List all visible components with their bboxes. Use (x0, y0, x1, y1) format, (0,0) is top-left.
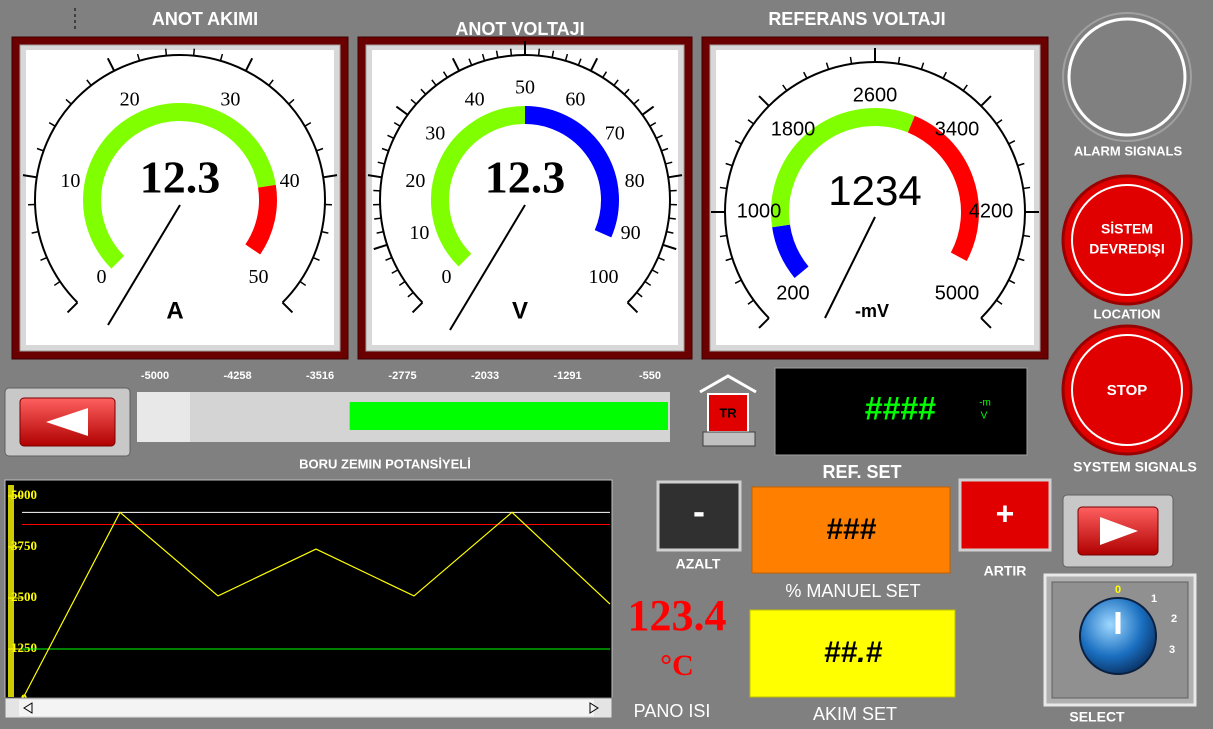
gauge-reading: 12.3 (140, 152, 221, 203)
next-button[interactable] (1063, 495, 1173, 567)
button-label: STOP (1107, 382, 1148, 399)
select-label: SELECT (1069, 709, 1125, 725)
gauge-minor-tick (166, 49, 167, 56)
gauge-unit: -mV (855, 301, 889, 321)
bar-tick-label: -4258 (223, 370, 251, 382)
gauge-tick-label: 10 (60, 170, 80, 192)
trend-tick-label: 2500 (11, 589, 37, 604)
gauge-tick-label: 1800 (771, 118, 816, 140)
hmi-screen: ANOT AKIMI0102030405012.3AANOT VOLTAJI01… (0, 0, 1213, 729)
gauge-title: ANOT AKIMI (152, 9, 258, 29)
gauge-tick-label: 40 (465, 89, 485, 111)
gauge-tick-label: 5000 (935, 282, 980, 304)
trend-chart (5, 480, 612, 718)
tr-label: TR (719, 405, 737, 420)
manuel-label: % MANUEL SET (785, 581, 920, 601)
bar-tick-label: -3516 (306, 370, 334, 382)
bar-tick-label: -2775 (388, 370, 416, 382)
gauge-unit: V (512, 297, 528, 324)
gauge-tick-label: 0 (97, 266, 107, 288)
gauge-title: REFERANS VOLTAJI (768, 9, 945, 29)
gauge-minor-tick (194, 49, 195, 56)
select-knob[interactable] (1080, 598, 1156, 674)
gauge-tick-label: 1000 (737, 200, 782, 222)
gauge-tick-label: 10 (409, 222, 429, 244)
temperature-value: 123.4 (628, 591, 727, 640)
gauge-tick-label: 80 (625, 170, 645, 192)
gauge-tick-label: 30 (220, 89, 240, 111)
knob-label: 0 (1115, 584, 1121, 596)
bar-tick-label: -5000 (141, 370, 169, 382)
trend-tick-label: 3750 (11, 538, 37, 553)
back-button[interactable] (5, 388, 130, 456)
knob-label: 2 (1171, 613, 1177, 625)
system-signals-label: SYSTEM SIGNALS (1073, 459, 1197, 475)
location-label: LOCATION (1094, 306, 1161, 321)
temperature-unit: °C (660, 649, 694, 682)
gauge-tick-label: 60 (565, 89, 585, 111)
knob-label: 1 (1151, 593, 1157, 605)
bar-tick-label: -1291 (554, 370, 582, 382)
button-label: DEVREDIŞI (1089, 241, 1164, 257)
gauge-tick-label: 200 (776, 282, 809, 304)
artir-label: ARTIR (984, 563, 1027, 579)
bar-tick-label: -2033 (471, 370, 499, 382)
gauge-minor-tick (669, 218, 676, 219)
bar-fill (350, 402, 668, 430)
gauge-tick-label: 100 (588, 266, 618, 288)
akim-label: AKIM SET (813, 704, 897, 724)
gauge-tick-label: 70 (605, 122, 625, 144)
minus-label: - (693, 491, 705, 532)
alarm-indicator (1063, 13, 1191, 141)
plus-label: + (996, 495, 1015, 531)
trend-tick-label: 1250 (11, 640, 37, 655)
gauge-tick-label: 50 (248, 266, 268, 288)
gauge-tick-label: 50 (515, 77, 535, 99)
gauge-tick-label: 40 (280, 170, 300, 192)
trend-tick-label: 5000 (11, 487, 37, 502)
ref-unit: V (981, 411, 988, 422)
gauge-tick-label: 90 (621, 222, 641, 244)
gauge-minor-tick (374, 218, 381, 219)
manuel-value: ### (826, 513, 876, 546)
gauge-tick-label: 20 (120, 89, 140, 111)
knob-label: 3 (1169, 644, 1175, 656)
azalt-label: AZALT (676, 556, 721, 572)
ref-set-label: REF. SET (822, 462, 901, 482)
gauge-tick-label: 2600 (853, 84, 898, 106)
alarm-label: ALARM SIGNALS (1074, 143, 1183, 158)
akim-value: ##.# (824, 636, 883, 669)
gauge-tick-label: 3400 (935, 118, 980, 140)
bar-track-edge (137, 392, 190, 442)
bar-tick-label: -550 (639, 370, 661, 382)
bar-caption: BORU ZEMIN POTANSİYELİ (299, 456, 471, 471)
button-label: SİSTEM (1101, 221, 1153, 237)
tr-base (703, 432, 755, 446)
gauge-unit: A (166, 297, 183, 324)
gauge-tick-label: 20 (405, 170, 425, 192)
gauge-tick-label: 30 (425, 122, 445, 144)
gauge-tick-label: 4200 (969, 200, 1014, 222)
gauge-tick-label: 0 (442, 266, 452, 288)
gauge-minor-tick (511, 49, 512, 56)
ref-unit: -m (979, 398, 991, 409)
scroll-track (19, 700, 594, 716)
gauge-minor-tick (539, 49, 540, 56)
gauge-title: ANOT VOLTAJI (455, 19, 584, 39)
gauge-reading: 12.3 (485, 152, 566, 203)
pano-label: PANO ISI (634, 701, 711, 721)
gauge-reading: 1234 (828, 167, 921, 214)
ref-value: #### (864, 390, 935, 426)
